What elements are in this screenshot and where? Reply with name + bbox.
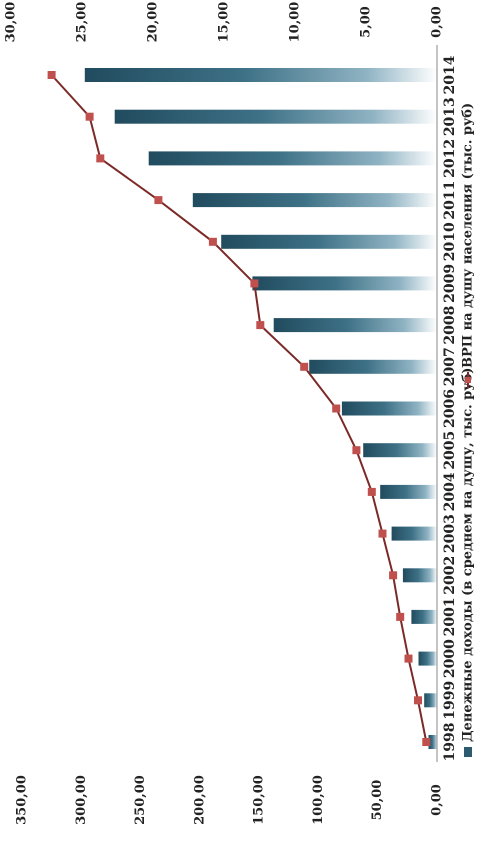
legend-line-marker	[465, 377, 471, 383]
bar-2013	[114, 109, 437, 124]
bar-2011	[192, 193, 437, 208]
grp-point-2003	[378, 529, 387, 538]
bar-1999	[424, 693, 437, 708]
secondary-tick-label: 300,00	[74, 775, 89, 825]
category-label-2002: 2002	[442, 556, 458, 595]
secondary-tick-label: 100,00	[311, 775, 326, 825]
primary-tick-label: 20,00	[146, 2, 161, 43]
grp-point-2013	[85, 112, 94, 121]
bar-2005	[363, 443, 437, 458]
bar-2012	[148, 151, 437, 166]
grp-point-2011	[154, 196, 163, 205]
grp-point-2008	[256, 321, 265, 330]
bar-2008	[273, 318, 437, 333]
category-label-2005: 2005	[442, 431, 458, 470]
category-label-1999: 1999	[442, 681, 458, 720]
legend-bar-label: Денежные доходы (в среднем на душу, тыс.…	[461, 368, 476, 742]
grp-point-2001	[396, 612, 405, 621]
category-label-2003: 2003	[442, 514, 458, 553]
legend-bar-swatch	[464, 747, 472, 757]
bar-2002	[402, 568, 437, 583]
primary-tick-label: 5,00	[359, 6, 374, 38]
bar-2003	[391, 526, 437, 541]
category-label-2006: 2006	[442, 389, 458, 428]
grp-point-2014	[47, 71, 56, 79]
primary-tick-label: 30,00	[4, 2, 19, 43]
category-label-2004: 2004	[442, 472, 458, 511]
secondary-tick-label: 0,00	[430, 784, 445, 816]
secondary-tick-label: 150,00	[252, 775, 267, 825]
grp-point-2002	[389, 571, 398, 580]
grp-point-2000	[404, 654, 413, 663]
grp-point-2006	[332, 404, 341, 413]
primary-tick-label: 0,00	[430, 6, 445, 38]
line-layer	[47, 71, 431, 746]
category-label-2011: 2011	[442, 181, 458, 220]
category-label-1998: 1998	[442, 723, 458, 762]
category-label-2001: 2001	[442, 597, 458, 636]
bars-layer	[84, 68, 438, 749]
grp-point-2007	[300, 362, 309, 371]
bar-2006	[341, 401, 437, 416]
grp-point-2012	[96, 154, 105, 163]
grp-point-1998	[422, 738, 431, 746]
grp-point-2010	[208, 237, 217, 246]
secondary-tick-label: 50,00	[370, 780, 385, 821]
category-label-2012: 2012	[442, 139, 458, 178]
category-label-2008: 2008	[442, 306, 458, 345]
legend-layer: Денежные доходы (в среднем на душу, тыс.…	[461, 103, 476, 757]
secondary-tick-label: 250,00	[133, 775, 148, 825]
primary-tick-label: 15,00	[217, 2, 232, 43]
bar-2009	[252, 276, 437, 291]
primary-tick-label: 25,00	[75, 2, 90, 43]
secondary-tick-label: 350,00	[15, 775, 30, 825]
category-label-2007: 2007	[442, 347, 458, 386]
category-label-2014: 2014	[442, 55, 458, 94]
bar-2001	[411, 609, 437, 624]
bar-1998	[428, 735, 437, 749]
axes-layer: 1998 1999 2000 2001 2002 2003 2004 2005 2006 2007…	[4, 2, 459, 825]
bar-2000	[418, 651, 437, 666]
grp-point-2005	[352, 446, 361, 455]
legend-line-label: ВРП на душу населения (тыс. руб)	[461, 103, 476, 368]
bar-2014	[84, 68, 438, 82]
primary-tick-label: 10,00	[288, 2, 303, 43]
grp-point-2004	[367, 487, 376, 496]
grp-point-1999	[414, 696, 422, 705]
category-label-2009: 2009	[442, 264, 458, 303]
grp-point-2009	[250, 279, 259, 288]
secondary-tick-label: 200,00	[192, 775, 207, 825]
category-label-2010: 2010	[442, 222, 458, 261]
category-label-2013: 2013	[442, 97, 458, 136]
bar-2010	[221, 234, 437, 249]
bar-2007	[309, 359, 437, 374]
category-label-2000: 2000	[442, 639, 458, 678]
bar-2004	[380, 484, 437, 499]
